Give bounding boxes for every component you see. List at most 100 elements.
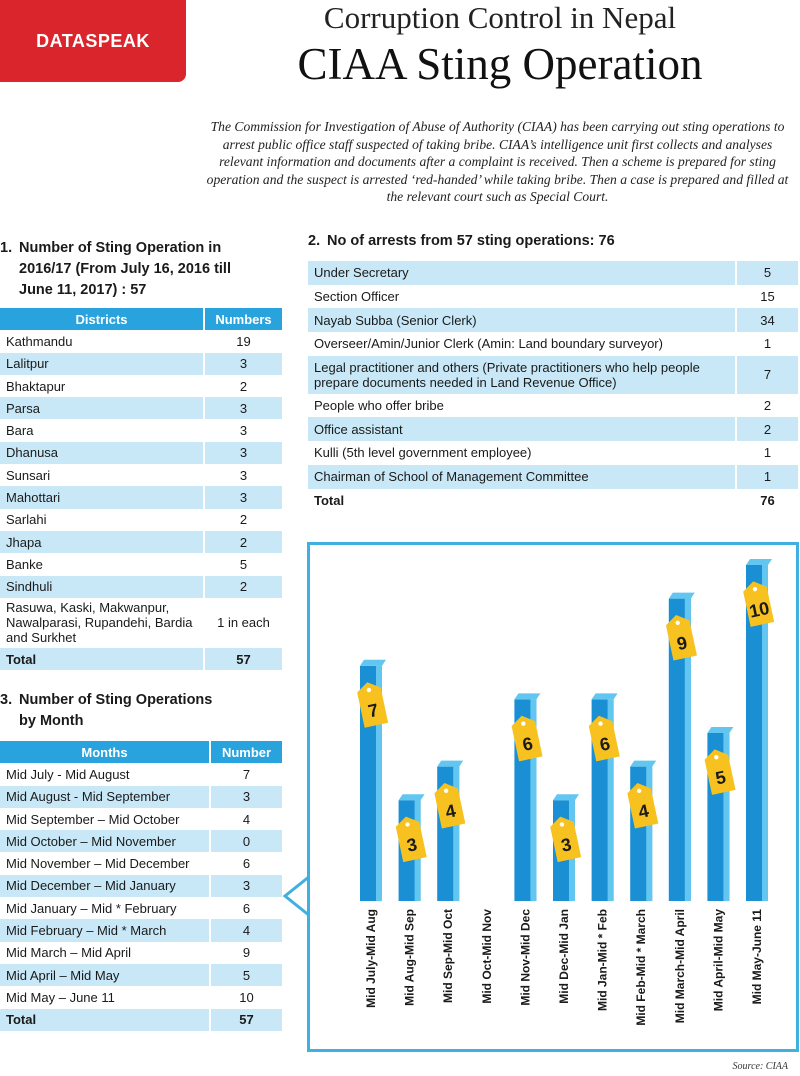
x-tick-label: Mid Sep-Mid Oct [441,909,455,1003]
total-value: 57 [203,647,282,671]
month-name: Mid May – June 11 [0,986,210,1009]
table-total-row: Total 57 [0,1008,282,1031]
table-row: Mid May – June 11 10 [0,986,282,1009]
x-tick-label: Mid May-June 11 [750,909,764,1005]
district-count: 3 [203,419,282,442]
bar-value-tag: 7 [357,682,389,728]
bar-value-label: 6 [521,733,535,755]
districts-header: Districts [0,308,205,331]
districts-table: Districts Numbers Kathmandu 19 Lalitpur 3 … [0,308,282,671]
table-row: Kathmandu 19 [0,330,282,353]
month-name: Mid December – Mid January [0,874,210,898]
month-name: Mid August - Mid September [0,785,210,808]
bar-value-tag: 5 [704,749,736,795]
table-row: Overseer/Amin/Junior Clerk (Amin: Land b… [308,332,798,356]
district-name: Bhaktapur [0,374,204,398]
tag-shape [665,614,697,661]
district-name: Sunsari [0,464,204,487]
page-kicker: Corruption Control in Nepal [323,0,677,35]
numbers-header: Numbers [204,308,282,331]
district-name: Lalitpur [0,352,204,375]
x-tick-label: Mid Nov-Mid Dec [518,909,532,1006]
month-count: 10 [209,986,282,1009]
tag-hole [521,721,526,726]
tag-shape [357,682,389,728]
bar-top [668,592,695,599]
district-name: Kathmandu [0,330,204,353]
district-count: 3 [203,441,282,465]
district-count: 2 [203,530,282,554]
district-count: 19 [203,330,282,353]
table-row: Mid November – Mid December 6 [0,852,282,875]
month-name: Mid January – Mid * February [0,897,210,920]
bar-value-label: 3 [559,834,573,856]
tag-shape [511,715,543,762]
district-count: 1 in each [203,597,282,648]
x-tick-label: Mid July-Mid Aug [364,909,378,1008]
section1-title: 1. Number of Sting Operation in 2016/17 (… [0,238,290,301]
bar-value-label: 5 [714,767,728,789]
total-label: Total [308,488,736,513]
month-name: Mid July - Mid August [0,763,210,786]
section3-title-line1: Number of Sting Operations [19,692,213,708]
number-header: Number [210,741,282,764]
bar-top [360,659,386,666]
section2-number: 2. [308,233,321,249]
post-count: 1 [735,441,798,465]
month-name: Mid November – Mid December [0,852,210,875]
table-row: Mid July - Mid August 7 [0,763,282,786]
district-count: 3 [203,486,282,509]
table-row: Under Secretary 5 [308,261,798,285]
tag-shape [588,715,620,762]
tag-hole [366,687,372,693]
district-count: 2 [203,508,282,531]
table-header-row: Months Number [0,741,282,764]
section1-title-line2: 2016/17 (From July 16, 2016 till [19,261,231,277]
month-name: Mid September – Mid October [0,807,210,831]
tag-hole [636,788,642,794]
table-row: Bhaktapur 2 [0,374,282,398]
post-name: Office assistant [308,417,736,442]
section1-title-line1: Number of Sting Operation in [19,240,222,256]
table-total-row: Total 76 [308,488,798,513]
post-name: Chairman of School of Management Committ… [308,464,736,489]
table-row: Office assistant 2 [308,417,798,442]
post-count: 2 [735,417,798,442]
bar-value-label: 4 [444,801,458,823]
post-count: 7 [735,355,798,394]
tag-hole [559,822,565,827]
district-count: 3 [203,397,282,420]
month-count: 6 [209,897,282,920]
table-row: Section Officer 15 [308,284,798,309]
tag-shape [627,782,659,829]
district-name: Rasuwa, Kaski, Makwanpur, Nawalparasi, R… [0,597,204,648]
section3-title: 3. Number of Sting Operations by Month [0,690,290,732]
month-count: 6 [209,852,282,875]
section1-title-line3: June 11, 2017) : 57 [19,282,147,298]
table-total-row: Total 57 [0,647,282,671]
bar-highlight [376,665,382,901]
post-name: Legal practitioner and others (Private p… [308,355,736,394]
table-row: Mid September – Mid October 4 [0,807,282,831]
bar-top [707,727,734,733]
total-label: Total [0,647,204,671]
district-count: 3 [203,464,282,487]
x-tick-label: Mid Dec-Mid Jan [557,909,571,1004]
month-count: 3 [209,785,282,808]
table-row: Mahottari 3 [0,486,282,509]
x-tick-label: Mid April-Mid May [711,909,725,1012]
table-row: Mid August - Mid September 3 [0,785,282,808]
bar-top [746,559,772,565]
post-count: 5 [735,261,798,285]
total-value: 76 [735,488,798,513]
post-count: 34 [735,308,798,333]
district-name: Sarlahi [0,508,204,531]
district-name: Banke [0,553,204,576]
post-name: Overseer/Amin/Junior Clerk (Amin: Land b… [308,332,736,356]
district-name: Jhapa [0,530,204,554]
district-name: Parsa [0,397,204,420]
post-count: 1 [735,464,798,489]
table-row: Mid October – Mid November 0 [0,830,282,853]
callout-pointer [282,876,311,916]
bar-value-tag: 4 [627,782,659,829]
